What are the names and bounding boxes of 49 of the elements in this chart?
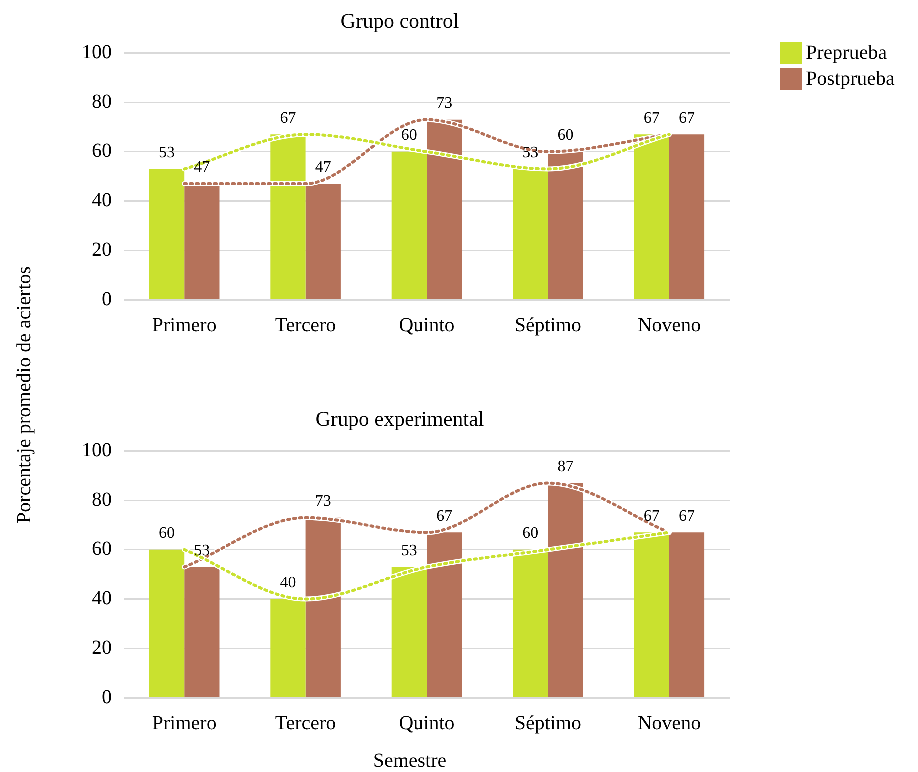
y-tick-label: 20 (92, 238, 112, 261)
data-label: 60 (401, 127, 418, 144)
y-tick-label: 40 (92, 588, 112, 610)
y-tick-label: 60 (92, 538, 112, 560)
x-tick-label: Séptimo (514, 314, 582, 336)
y-tick-label: 80 (92, 90, 112, 113)
y-tick-label: 60 (92, 140, 112, 162)
data-label: 73 (315, 493, 332, 510)
data-label: 67 (678, 110, 695, 127)
data-label: 67 (644, 110, 660, 127)
bar (669, 134, 705, 300)
y-tick-label: 80 (92, 488, 112, 511)
y-tick-label: 100 (82, 41, 112, 64)
data-label: 87 (558, 458, 574, 476)
bar (669, 532, 705, 698)
data-label: 47 (315, 159, 332, 176)
x-tick-label: Primero (152, 314, 217, 336)
data-label: 53 (194, 542, 210, 560)
y-tick-label: 100 (82, 439, 112, 462)
data-label: 67 (644, 508, 660, 525)
x-tick-label: Quinto (399, 314, 455, 336)
x-tick-label: Primero (152, 712, 217, 734)
data-label: 73 (436, 95, 453, 112)
data-label: 67 (678, 508, 695, 525)
x-axis-title: Semestre (373, 750, 447, 772)
chart-title: Grupo experimental (316, 407, 484, 432)
data-label: 40 (280, 574, 296, 592)
data-label: 53 (401, 542, 418, 560)
legend-label: Preprueba (806, 42, 888, 64)
x-tick-label: Séptimo (514, 712, 582, 734)
y-tick-label: 0 (102, 288, 112, 310)
x-tick-label: Tercero (275, 712, 336, 734)
data-label: 60 (159, 525, 176, 542)
y-tick-label: 0 (102, 686, 112, 708)
data-label: 67 (436, 508, 453, 525)
y-tick-label: 40 (92, 190, 112, 212)
data-label: 67 (280, 110, 296, 127)
x-tick-label: Quinto (399, 712, 455, 734)
legend-label: Postprueba (806, 68, 895, 90)
data-label: 53 (159, 144, 176, 162)
data-label: 47 (194, 159, 210, 176)
x-tick-label: Noveno (638, 712, 702, 734)
x-tick-label: Tercero (275, 314, 336, 336)
y-axis-title: Porcentaje promedio de aciertos (14, 266, 36, 524)
chart-title: Grupo control (340, 9, 460, 34)
x-tick-label: Noveno (638, 314, 702, 336)
y-tick-label: 20 (92, 636, 112, 659)
data-label: 60 (522, 525, 539, 542)
data-label: 60 (558, 127, 574, 144)
